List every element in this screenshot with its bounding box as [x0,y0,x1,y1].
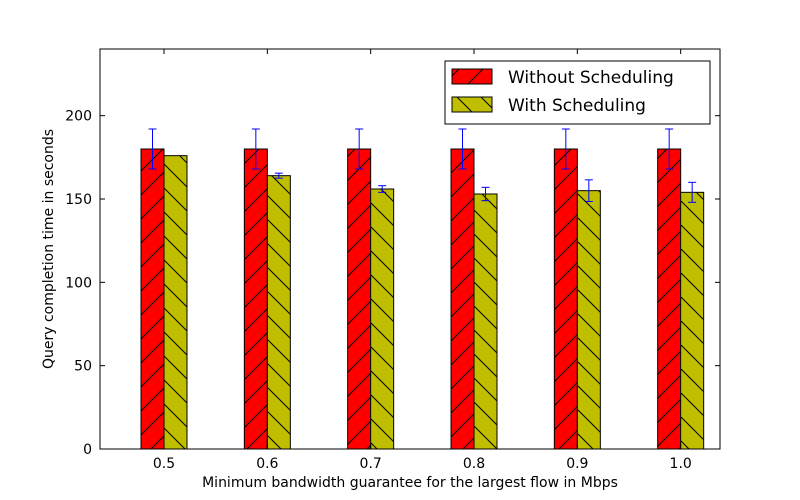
legend-swatch-without-scheduling-hatch [452,69,492,84]
bar-hatch [164,155,187,449]
bar-hatch [244,149,268,449]
y-tick-label: 100 [65,275,92,291]
bar-hatch [577,190,601,449]
x-tick-label: 0.6 [256,456,278,472]
legend: Without Scheduling With Scheduling [444,60,711,125]
x-tick-label: 0.5 [153,456,175,472]
bar-hatch [451,149,474,449]
y-tick-label: 150 [65,192,92,208]
x-tick-label: 0.8 [463,456,485,472]
legend-label-without-scheduling: Without Scheduling [508,68,674,88]
bar-hatch [657,149,681,449]
bar-hatch [680,192,704,450]
y-tick-label: 200 [65,109,92,125]
x-tick-label: 1.0 [670,456,692,472]
x-axis-title: Minimum bandwidth guarantee for the larg… [202,475,618,491]
legend-label-with-scheduling: With Scheduling [508,96,646,116]
y-tick-label: 50 [74,359,92,375]
x-tick-label: 0.7 [360,456,382,472]
bar-hatch [370,189,394,449]
y-tick-label: 0 [83,442,92,458]
bar-hatch [474,194,497,449]
plot-area: 0 50 100 150 200 0.5 0.6 0.7 0.8 0.9 1.0 [65,49,720,472]
x-tick-label: 0.9 [566,456,588,472]
bar-hatch [554,149,578,449]
bar-hatch [141,149,164,449]
bar-hatch [267,175,291,449]
plot-frame [99,48,721,450]
y-axis-title: Query completion time in seconds [41,129,57,369]
bar-hatch [347,149,371,449]
legend-swatch-with-scheduling-hatch [452,97,492,112]
